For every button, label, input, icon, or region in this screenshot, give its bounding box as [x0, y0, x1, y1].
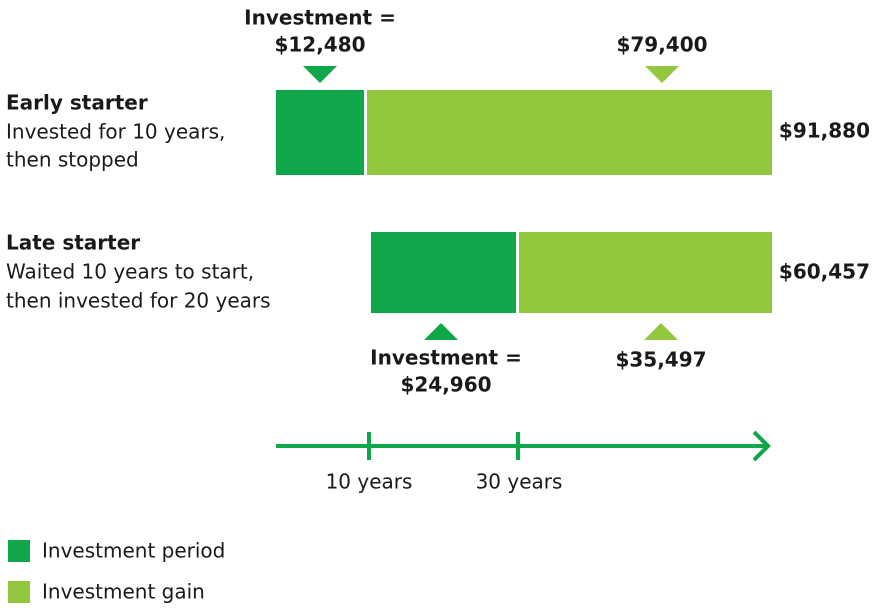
pointer — [645, 66, 679, 83]
gain-label: $35,497 — [615, 348, 706, 372]
investment-label: $24,960 — [400, 373, 491, 397]
investment-gain — [519, 232, 772, 313]
row-description: Invested for 10 years, — [6, 120, 225, 144]
row-description: Waited 10 years to start, — [6, 260, 254, 284]
investment-label: Investment = — [244, 6, 396, 30]
total: $91,880 — [779, 119, 870, 143]
investment-label: Investment = — [370, 346, 522, 370]
row-description: then invested for 20 years — [6, 289, 271, 313]
row-title: Early starter — [6, 91, 148, 115]
investment-gain — [367, 90, 772, 175]
row-title: Late starter — [6, 231, 140, 255]
investment-period — [276, 90, 364, 175]
legend-label: Investment period — [42, 539, 225, 563]
pointer — [424, 323, 458, 340]
legend-swatch — [8, 540, 30, 562]
total: $60,457 — [779, 260, 870, 284]
legend-label: Investment gain — [42, 580, 205, 604]
pointer — [644, 323, 678, 340]
gain-label: $79,400 — [616, 33, 707, 57]
tick-label: 30 years — [476, 470, 563, 494]
row-description: then stopped — [6, 148, 139, 172]
pointer — [303, 66, 337, 83]
legend-swatch — [8, 581, 30, 603]
investment-period — [371, 232, 516, 313]
arrow-head — [752, 430, 771, 462]
tick-label: 10 years — [326, 470, 413, 494]
investment-label: $12,480 — [274, 33, 365, 57]
